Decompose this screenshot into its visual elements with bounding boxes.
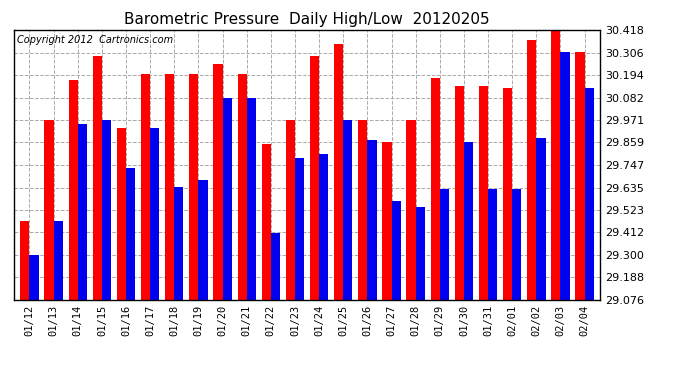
Bar [189, 74, 199, 300]
Bar [551, 30, 560, 300]
Bar [286, 120, 295, 300]
Bar [175, 186, 184, 300]
Bar [102, 120, 111, 300]
Bar [126, 168, 135, 300]
Bar [584, 88, 594, 300]
Bar [262, 144, 271, 300]
Bar [334, 44, 343, 300]
Bar [367, 140, 377, 300]
Bar [415, 207, 425, 300]
Bar [20, 221, 30, 300]
Bar [44, 120, 54, 300]
Bar [527, 40, 536, 300]
Bar [223, 98, 232, 300]
Bar [503, 88, 512, 300]
Bar [406, 120, 415, 300]
Bar [247, 98, 256, 300]
Bar [295, 158, 304, 300]
Bar [165, 74, 175, 300]
Title: Barometric Pressure  Daily High/Low  20120205: Barometric Pressure Daily High/Low 20120… [124, 12, 490, 27]
Bar [150, 128, 159, 300]
Bar [479, 86, 488, 300]
Text: Copyright 2012  Cartronics.com: Copyright 2012 Cartronics.com [17, 35, 173, 45]
Bar [213, 64, 223, 300]
Bar [117, 128, 126, 300]
Bar [440, 189, 449, 300]
Bar [488, 189, 497, 300]
Bar [54, 221, 63, 300]
Bar [512, 189, 522, 300]
Bar [271, 233, 280, 300]
Bar [391, 201, 401, 300]
Bar [464, 142, 473, 300]
Bar [92, 56, 102, 300]
Bar [343, 120, 353, 300]
Bar [382, 142, 391, 300]
Bar [141, 74, 150, 300]
Bar [319, 154, 328, 300]
Bar [536, 138, 546, 300]
Bar [560, 52, 570, 300]
Bar [237, 74, 247, 300]
Bar [431, 78, 440, 300]
Bar [358, 120, 367, 300]
Bar [30, 255, 39, 300]
Bar [575, 52, 584, 300]
Bar [199, 180, 208, 300]
Bar [455, 86, 464, 300]
Bar [310, 56, 319, 300]
Bar [78, 124, 87, 300]
Bar [68, 80, 78, 300]
